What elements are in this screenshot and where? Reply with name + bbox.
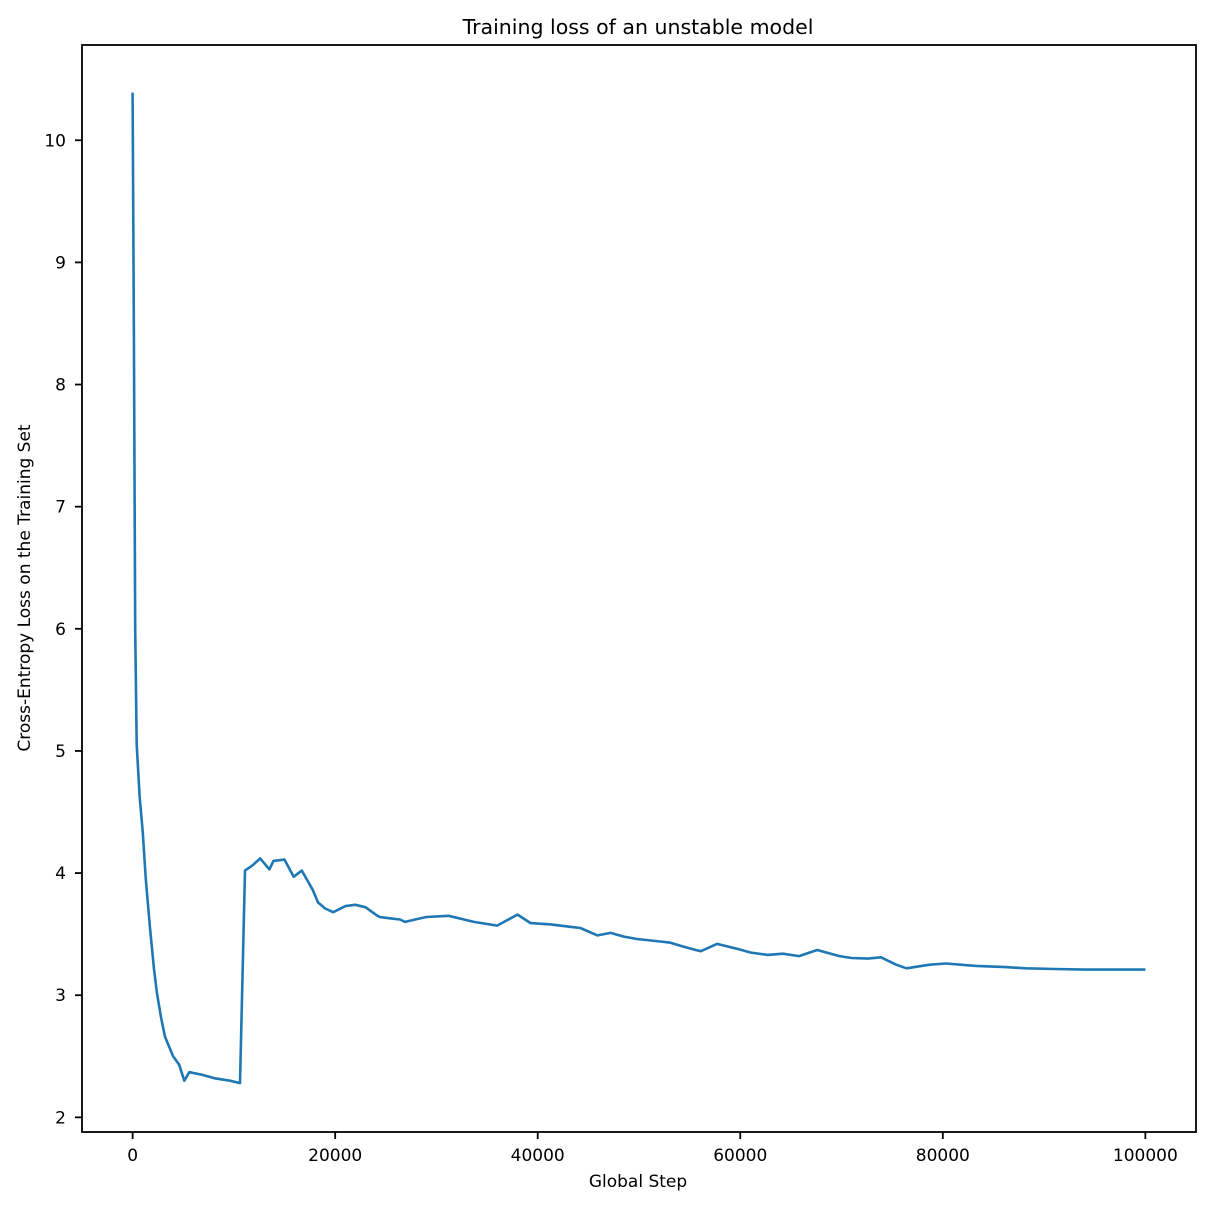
x-axis-ticks: 0 20000 40000 60000 80000 100000 — [127, 1132, 1178, 1166]
y-axis-ticks: 2 3 4 5 6 7 8 9 10 — [44, 131, 82, 1128]
x-tick-label: 60000 — [713, 1146, 767, 1166]
x-axis-label: Global Step — [589, 1172, 687, 1192]
y-axis-label: Cross-Entropy Loss on the Training Set — [15, 424, 35, 751]
axes-spines — [81, 44, 1197, 1133]
y-tick-label: 8 — [55, 376, 66, 396]
y-tick-label: 9 — [55, 253, 66, 273]
x-tick-label: 80000 — [916, 1146, 970, 1166]
y-tick-label: 7 — [55, 498, 66, 518]
y-tick-label: 5 — [55, 742, 66, 762]
y-tick-label: 3 — [55, 986, 66, 1006]
y-tick-label: 2 — [55, 1108, 66, 1128]
y-tick-label: 6 — [55, 620, 66, 640]
x-tick-label: 0 — [127, 1146, 138, 1166]
x-tick-label: 20000 — [308, 1146, 362, 1166]
y-tick-label: 10 — [44, 131, 66, 151]
x-tick-label: 100000 — [1113, 1146, 1178, 1166]
y-tick-label: 4 — [55, 864, 66, 884]
axes-frame — [81, 44, 1197, 1133]
chart-title: Training loss of an unstable model — [462, 15, 814, 39]
x-tick-label: 40000 — [511, 1146, 565, 1166]
loss-curve — [131, 92, 1146, 1085]
